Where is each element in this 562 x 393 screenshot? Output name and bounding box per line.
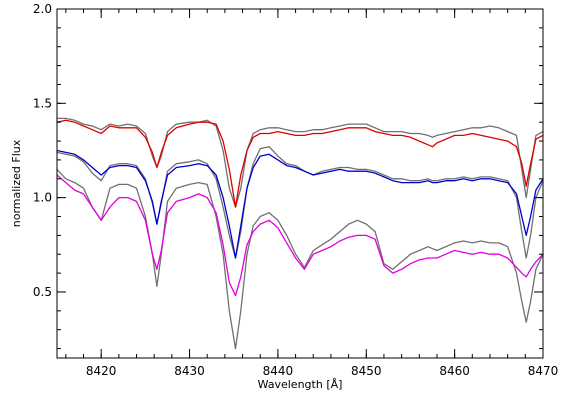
x-axis-label: Wavelength [Å] [258, 378, 343, 391]
x-tick-label: 8470 [528, 364, 559, 378]
y-axis-label: normalized Flux [10, 139, 23, 227]
y-tick-label: 2.0 [33, 2, 52, 16]
series-line-6 [56, 174, 544, 297]
y-tick-label: 0.5 [33, 285, 52, 299]
tick-layer: 8420 8430 8440 8450 8460 8470 0.5 1.0 1.5 2.0 [33, 2, 558, 378]
x-tick-label: 8420 [86, 364, 117, 378]
plot-frame [56, 8, 544, 359]
series-line-5 [56, 168, 544, 350]
x-tick-label: 8430 [174, 364, 205, 378]
series-line-1 [56, 117, 544, 208]
series-line-4 [56, 149, 544, 259]
x-tick-label: 8460 [439, 364, 470, 378]
x-tick-label: 8440 [263, 364, 294, 378]
y-tick-label: 1.5 [33, 96, 52, 110]
x-tick-label: 8450 [351, 364, 382, 378]
series-layer [56, 117, 544, 350]
series-line-2 [56, 119, 544, 208]
y-tick-label: 1.0 [33, 191, 52, 205]
series-line-3 [56, 146, 544, 259]
